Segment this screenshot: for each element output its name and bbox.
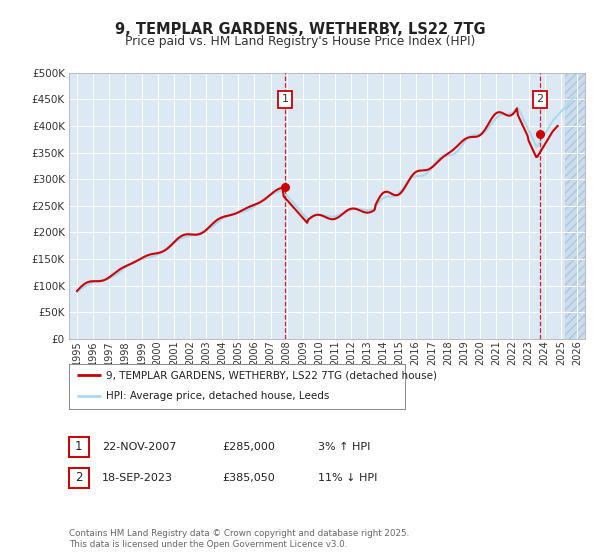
Text: Price paid vs. HM Land Registry's House Price Index (HPI): Price paid vs. HM Land Registry's House … <box>125 35 475 48</box>
Text: 1: 1 <box>281 95 289 104</box>
Text: 22-NOV-2007: 22-NOV-2007 <box>102 442 176 452</box>
Bar <box>565 73 585 339</box>
Text: 2: 2 <box>75 471 83 484</box>
Text: 3% ↑ HPI: 3% ↑ HPI <box>318 442 370 452</box>
Bar <box>565 73 585 339</box>
Text: 9, TEMPLAR GARDENS, WETHERBY, LS22 7TG: 9, TEMPLAR GARDENS, WETHERBY, LS22 7TG <box>115 22 485 38</box>
Text: Contains HM Land Registry data © Crown copyright and database right 2025.
This d: Contains HM Land Registry data © Crown c… <box>69 529 409 549</box>
Text: 18-SEP-2023: 18-SEP-2023 <box>102 473 173 483</box>
Text: £385,050: £385,050 <box>222 473 275 483</box>
Text: £285,000: £285,000 <box>222 442 275 452</box>
Text: 9, TEMPLAR GARDENS, WETHERBY, LS22 7TG (detached house): 9, TEMPLAR GARDENS, WETHERBY, LS22 7TG (… <box>106 370 437 380</box>
Text: 2: 2 <box>536 95 544 104</box>
Text: 1: 1 <box>75 440 83 454</box>
Text: HPI: Average price, detached house, Leeds: HPI: Average price, detached house, Leed… <box>106 391 329 402</box>
Text: 11% ↓ HPI: 11% ↓ HPI <box>318 473 377 483</box>
